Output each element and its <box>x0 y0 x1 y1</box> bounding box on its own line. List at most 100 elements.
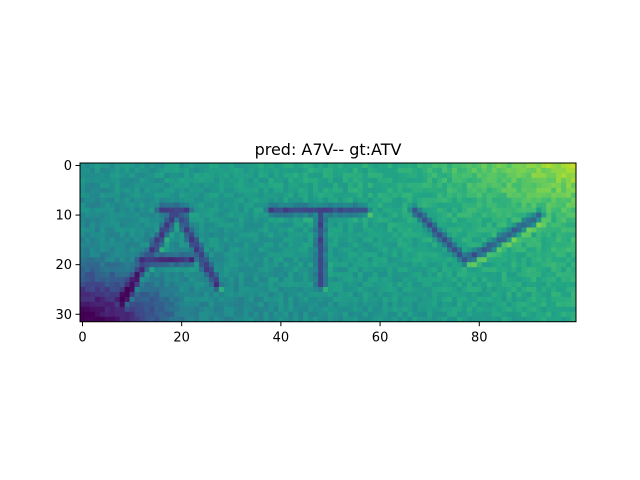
heatmap-cell <box>447 277 453 283</box>
heatmap-cell <box>104 306 111 313</box>
heatmap-cell <box>253 172 259 179</box>
heatmap-cell <box>337 232 344 238</box>
heatmap-cell <box>417 222 423 228</box>
heatmap-cell <box>447 296 453 303</box>
heatmap-cell <box>506 296 512 303</box>
heatmap-cell <box>402 222 408 228</box>
heatmap-cell <box>134 192 140 199</box>
heatmap-cell <box>119 212 126 218</box>
heatmap-cell <box>268 257 274 263</box>
heatmap-cell <box>392 217 398 223</box>
heatmap-cell <box>288 252 294 258</box>
heatmap-cell <box>551 277 557 283</box>
heatmap-cell <box>397 282 403 288</box>
heatmap-cell <box>189 242 195 248</box>
heatmap-cell <box>233 311 240 318</box>
heatmap-cell <box>109 316 116 323</box>
heatmap-cell <box>313 192 319 199</box>
heatmap-cell <box>387 296 393 303</box>
heatmap-cell <box>422 296 428 303</box>
heatmap-cell <box>491 202 498 209</box>
heatmap-cell <box>362 182 369 189</box>
heatmap-cell <box>496 296 502 303</box>
heatmap-cell <box>169 237 175 243</box>
heatmap-cell <box>233 212 240 218</box>
heatmap-cell <box>397 277 403 283</box>
heatmap-cell <box>323 306 329 313</box>
heatmap-cell <box>94 227 101 233</box>
heatmap-cell <box>486 242 493 248</box>
heatmap-cell <box>199 296 205 303</box>
heatmap-cell <box>332 277 339 283</box>
heatmap-cell <box>149 227 155 233</box>
heatmap-cell <box>541 217 547 223</box>
heatmap-cell <box>536 286 542 293</box>
heatmap-cell <box>179 286 185 293</box>
heatmap-cell <box>199 197 205 204</box>
heatmap-cell <box>213 277 220 283</box>
heatmap-cell <box>80 301 86 308</box>
heatmap-cell <box>377 182 383 189</box>
heatmap-cell <box>447 163 453 169</box>
heatmap-cell <box>397 192 403 199</box>
heatmap-cell <box>496 252 502 258</box>
heatmap-cell <box>417 291 423 298</box>
heatmap-cell <box>184 242 190 248</box>
heatmap-cell <box>149 212 155 218</box>
heatmap-cell <box>288 172 294 179</box>
heatmap-cell <box>288 301 294 308</box>
heatmap-cell <box>516 212 522 218</box>
heatmap-cell <box>476 247 483 253</box>
heatmap-cell <box>516 267 522 273</box>
heatmap-cell <box>129 306 135 313</box>
heatmap-cell <box>293 222 299 228</box>
heatmap-cell <box>204 237 210 243</box>
heatmap-cell <box>367 163 374 169</box>
heatmap-cell <box>531 282 537 288</box>
heatmap-cell <box>516 172 522 179</box>
heatmap-cell <box>129 252 135 258</box>
heatmap-cell <box>213 291 220 298</box>
heatmap-cell <box>204 167 210 174</box>
heatmap-cell <box>402 167 408 174</box>
heatmap-cell <box>506 257 512 263</box>
heatmap-cell <box>566 202 572 209</box>
heatmap-cell <box>447 306 453 313</box>
heatmap-cell <box>273 267 279 273</box>
heatmap-cell <box>303 197 309 204</box>
heatmap-cell <box>337 207 344 213</box>
heatmap-cell <box>571 177 577 184</box>
heatmap-cell <box>382 242 388 248</box>
heatmap-cell <box>99 202 106 209</box>
heatmap-cell <box>233 301 240 308</box>
heatmap-cell <box>199 163 205 169</box>
heatmap-cell <box>566 207 572 213</box>
heatmap-cell <box>432 202 438 209</box>
heatmap-cell <box>476 242 483 248</box>
heatmap-cell <box>213 172 220 179</box>
heatmap-cell <box>377 291 383 298</box>
heatmap-cell <box>99 252 106 258</box>
heatmap-cell <box>149 262 155 268</box>
heatmap-cell <box>298 286 304 293</box>
heatmap-cell <box>268 217 274 223</box>
heatmap-cell <box>382 296 388 303</box>
heatmap-cell <box>308 192 314 199</box>
heatmap-cell <box>179 167 185 174</box>
heatmap-cell <box>546 262 552 268</box>
heatmap-cell <box>154 286 160 293</box>
heatmap-cell <box>531 177 537 184</box>
heatmap-cell <box>387 207 393 213</box>
heatmap-cell <box>412 237 418 243</box>
x-tick-label: 20 <box>173 331 190 346</box>
heatmap-cell <box>233 282 240 288</box>
heatmap-cell <box>218 277 225 283</box>
heatmap-cell <box>154 192 160 199</box>
heatmap-cell <box>273 306 279 313</box>
heatmap-cell <box>288 277 294 283</box>
heatmap-cell <box>179 182 185 189</box>
heatmap-cell <box>342 177 349 184</box>
heatmap-cell <box>109 167 116 174</box>
heatmap-cell <box>159 237 165 243</box>
heatmap-cell <box>566 286 572 293</box>
